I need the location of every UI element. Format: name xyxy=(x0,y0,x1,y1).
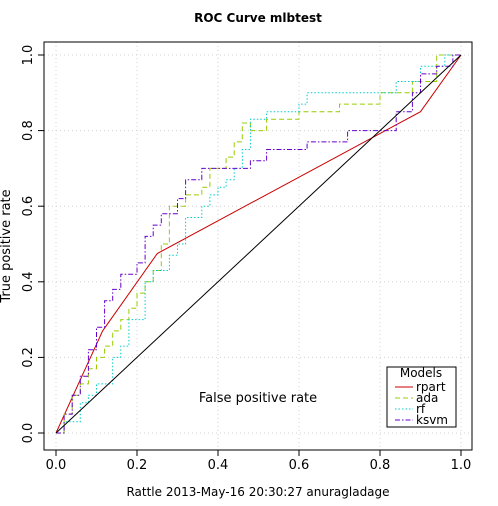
legend-label-rf: rf xyxy=(416,402,426,416)
chart-title: ROC Curve mlbtest xyxy=(194,11,322,25)
legend-label-ksvm: ksvm xyxy=(416,413,448,427)
grid-lines xyxy=(44,42,472,450)
x-tick-label: 1.0 xyxy=(451,458,472,473)
x-tick-label: 0.4 xyxy=(208,458,229,473)
diagonal-reference-line xyxy=(55,54,462,434)
x-tick-label: 0.0 xyxy=(46,458,67,473)
x-tick-label: 0.6 xyxy=(289,458,310,473)
axes: 0.0 0.2 0.4 0.6 0.8 1.0 0.0 0.2 0.4 0.6 0.8 1.0 xyxy=(21,45,471,473)
footer-text: Rattle 2013-May-16 20:30:27 anuragladage xyxy=(126,485,389,499)
x-tick-label: 0.8 xyxy=(370,458,391,473)
y-tick-label: 0.4 xyxy=(21,271,36,292)
legend-title: Models xyxy=(400,366,442,380)
y-tick-label: 0.6 xyxy=(21,196,36,217)
y-tick-label: 0.8 xyxy=(21,120,36,141)
y-axis-label: True positive rate xyxy=(0,189,14,303)
series-line-ksvm xyxy=(56,54,461,434)
series-line-rpart xyxy=(55,54,462,434)
legend-label-rpart: rpart xyxy=(416,380,446,394)
legend-label-ada: ada xyxy=(416,391,438,405)
series-line-ada xyxy=(56,54,461,434)
series-layer xyxy=(55,54,462,434)
legend-box xyxy=(386,366,457,428)
y-tick-label: 0.0 xyxy=(21,423,36,444)
y-tick-label: 1.0 xyxy=(21,45,36,66)
x-axis-label: False positive rate xyxy=(199,391,317,406)
x-tick-label: 0.2 xyxy=(127,458,148,473)
y-tick-label: 0.2 xyxy=(21,347,36,368)
plot-border xyxy=(43,41,473,451)
